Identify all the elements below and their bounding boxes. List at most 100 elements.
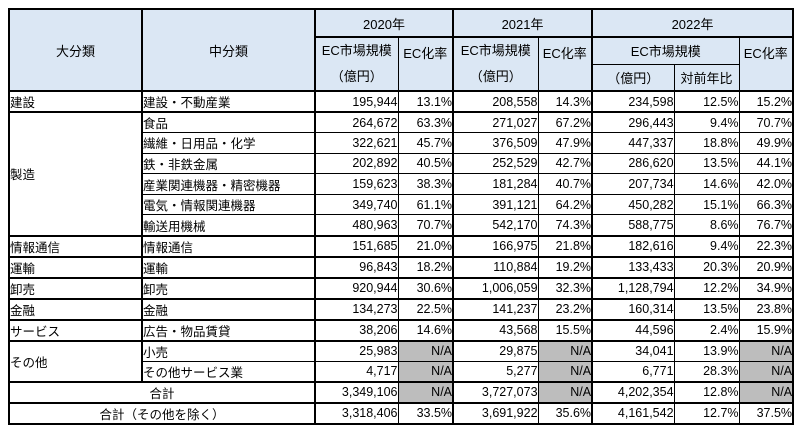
market-size-2021-cell: 29,875: [452, 339, 539, 362]
header-market-size-2020-unit: （億円）: [330, 69, 383, 84]
middle-category-cell: 卸売: [141, 276, 316, 300]
market-size-2020-cell: 38,206: [314, 318, 399, 342]
ec-rate-2020-cell: 40.5%: [397, 152, 454, 175]
yoy-2022-cell: 8.6%: [673, 214, 740, 237]
middle-category-cell: 食品: [141, 111, 316, 134]
market-size-2022-cell: 296,443: [591, 111, 675, 134]
ec-rate-2020-cell: 38.3%: [397, 173, 454, 195]
middle-category-cell: 金融: [141, 297, 316, 321]
market-size-2022-cell: 182,616: [591, 234, 675, 258]
ec-rate-2020-cell: 45.7%: [397, 132, 454, 154]
market-size-2021-cell: 542,170: [452, 214, 539, 237]
header-market-size-2022: EC市場規模: [591, 36, 740, 65]
yoy-2022-cell: 13.9%: [673, 339, 740, 362]
ec-rate-2022-cell: 44.1%: [738, 152, 794, 175]
ec-rate-2020-cell: 63.3%: [397, 111, 454, 134]
market-size-2020-cell: 25,983: [314, 339, 399, 362]
ec-rate-2021-cell: 23.2%: [537, 297, 593, 321]
market-size-2021-cell: 376,509: [452, 132, 539, 154]
market-size-2022-cell: 4,161,542: [591, 401, 675, 425]
market-size-2020-cell: 195,944: [314, 90, 399, 113]
middle-category-cell: 繊維・日用品・化学: [141, 132, 316, 154]
market-size-2022-cell: 588,775: [591, 214, 675, 237]
market-size-2022-cell: 447,337: [591, 132, 675, 154]
major-category-cell: 建設: [8, 90, 143, 113]
table-row: 産業関連機器・精密機器 159,623 38.3% 181,284 40.7% …: [9, 173, 794, 195]
market-size-2022-cell: 160,314: [591, 297, 675, 321]
ec-rate-2022-cell: 37.5%: [738, 401, 794, 425]
middle-category-cell: その他サービス業: [141, 360, 316, 383]
market-size-2020-cell: 480,963: [314, 214, 399, 237]
header-market-size-2021-label: EC市場規模: [460, 43, 531, 58]
ec-rate-2022-cell: 23.8%: [738, 297, 794, 321]
table-row: サービス 広告・物品賃貸 38,206 14.6% 43,568 15.5% 4…: [8, 318, 794, 342]
market-size-2020-cell: 4,717: [314, 360, 399, 383]
ec-rate-2022-cell: 15.9%: [738, 318, 794, 342]
table-row: 繊維・日用品・化学 322,621 45.7% 376,509 47.9% 44…: [9, 132, 794, 154]
major-category-cell: 金融: [8, 297, 143, 321]
middle-category-cell: 産業関連機器・精密機器: [141, 173, 316, 195]
market-size-2022-cell: 450,282: [591, 193, 675, 216]
ec-rate-2021-cell: 74.3%: [537, 214, 593, 237]
ec-rate-2021-cell: N/A: [537, 339, 593, 362]
ec-rate-2022-cell: 70.7%: [738, 111, 794, 134]
total-row: 合計 3,349,106 N/A 3,727,073 N/A 4,202,354…: [8, 380, 794, 404]
header-market-size-2021-unit: （億円）: [469, 69, 522, 84]
ec-rate-2022-cell: 76.7%: [738, 214, 794, 237]
ec-rate-2020-cell: 13.1%: [397, 90, 454, 113]
ec-market-table: 大分類 中分類 2020年 2021年 2022年 EC市場規模 （億円） EC…: [8, 8, 795, 425]
middle-category-cell: 建設・不動産業: [141, 90, 316, 113]
market-size-2021-cell: 3,727,073: [452, 380, 539, 404]
table-row: 建設 建設・不動産業 195,944 13.1% 208,558 14.3% 2…: [8, 90, 794, 113]
middle-category-cell: 情報通信: [141, 234, 316, 258]
yoy-2022-cell: 14.6%: [673, 173, 740, 195]
ec-rate-2021-cell: 14.3%: [537, 90, 593, 113]
market-size-2021-cell: 43,568: [452, 318, 539, 342]
yoy-2022-cell: 18.8%: [673, 132, 740, 154]
market-size-2020-cell: 3,349,106: [314, 380, 399, 404]
table-row: 輸送用機械 480,963 70.7% 542,170 74.3% 588,77…: [9, 214, 794, 237]
market-size-2021-cell: 5,277: [452, 360, 539, 383]
ec-rate-2022-cell: N/A: [738, 360, 794, 383]
market-size-2021-cell: 110,884: [452, 255, 539, 279]
table-row: 運輸 運輸 96,843 18.2% 110,884 19.2% 133,433…: [8, 255, 794, 279]
major-category-cell: 卸売: [8, 276, 143, 300]
market-size-2022-cell: 286,620: [591, 152, 675, 175]
market-size-2020-cell: 134,273: [314, 297, 399, 321]
middle-category-cell: 輸送用機械: [141, 214, 316, 237]
ec-rate-2022-cell: 34.9%: [738, 276, 794, 300]
yoy-2022-cell: 15.1%: [673, 193, 740, 216]
market-size-2020-cell: 96,843: [314, 255, 399, 279]
table-row: 卸売 卸売 920,944 30.6% 1,006,059 32.3% 1,12…: [8, 276, 794, 300]
ec-rate-2022-cell: 42.0%: [738, 173, 794, 195]
table-row: 製造 食品 264,672 63.3% 271,027 67.2% 296,44…: [8, 111, 794, 237]
market-size-2020-cell: 159,623: [314, 173, 399, 195]
header-unit-2022: （億円）: [591, 63, 675, 92]
ec-rate-2021-cell: 15.5%: [537, 318, 593, 342]
market-size-2022-cell: 44,596: [591, 318, 675, 342]
yoy-2022-cell: 9.4%: [673, 111, 740, 134]
ec-rate-2022-cell: 20.9%: [738, 255, 794, 279]
table-row: 電気・情報関連機器 349,740 61.1% 391,121 64.2% 45…: [9, 193, 794, 216]
ec-rate-2022-cell: 15.2%: [738, 90, 794, 113]
table-row: 鉄・非鉄金属 202,892 40.5% 252,529 42.7% 286,6…: [9, 152, 794, 175]
yoy-2022-cell: 20.3%: [673, 255, 740, 279]
ec-rate-2020-cell: N/A: [397, 339, 454, 362]
yoy-2022-cell: 28.3%: [673, 360, 740, 383]
ec-rate-2021-cell: 19.2%: [537, 255, 593, 279]
header-year-2020: 2020年: [313, 8, 454, 38]
market-size-2021-cell: 208,558: [452, 90, 539, 113]
major-category-cell: その他: [8, 339, 143, 383]
major-category-cell: 製造: [8, 111, 143, 237]
header-market-size-2021: EC市場規模 （億円）: [452, 36, 539, 92]
market-size-2020-cell: 920,944: [314, 276, 399, 300]
table-row: その他 小売 25,983 N/A 29,875 N/A 34,041 13.9…: [8, 339, 794, 383]
ec-rate-2020-cell: 18.2%: [397, 255, 454, 279]
ec-rate-2021-cell: 47.9%: [537, 132, 593, 154]
header-yoy-2022: 対前年比: [673, 63, 740, 92]
yoy-2022-cell: 12.2%: [673, 276, 740, 300]
header-year-2021: 2021年: [452, 8, 593, 38]
ec-rate-2020-cell: 30.6%: [397, 276, 454, 300]
ec-rate-2020-cell: 70.7%: [397, 214, 454, 237]
header-major-category: 大分類: [8, 8, 143, 92]
